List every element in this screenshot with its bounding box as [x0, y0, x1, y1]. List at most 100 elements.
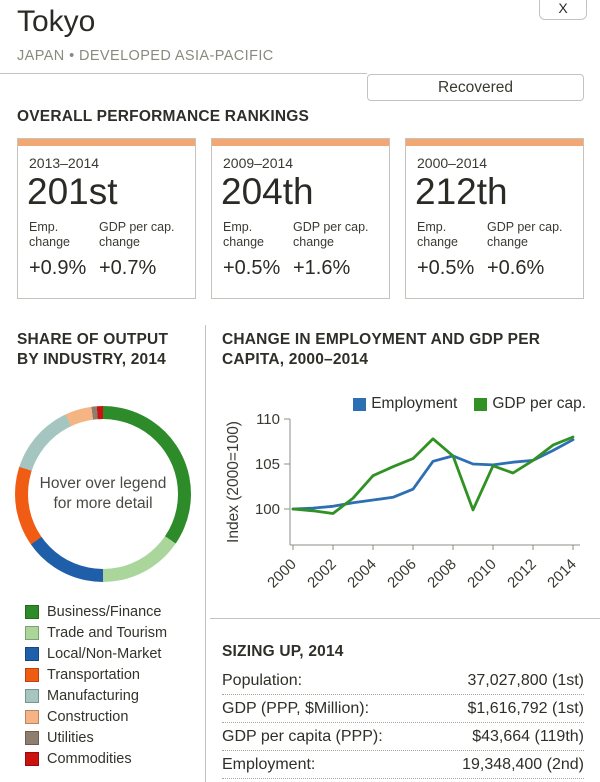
- sizing-label: GDP per capita (PPP):: [222, 728, 383, 745]
- legend-label: Commodities: [47, 750, 132, 767]
- donut-hole: [28, 419, 178, 569]
- emp-change-value: +0.5%: [223, 256, 281, 279]
- legend-label: Construction: [47, 708, 129, 725]
- legend-label: Trade and Tourism: [47, 624, 168, 641]
- legend-label: Transportation: [47, 666, 140, 683]
- svg-text:110: 110: [256, 411, 280, 428]
- industry-legend-item[interactable]: Trade and Tourism: [25, 622, 167, 643]
- share-section-title: SHARE OF OUTPUT BY INDUSTRY, 2014: [17, 331, 169, 369]
- sizing-row: GDP per capita (PPP): $43,664 (119th): [222, 723, 584, 751]
- line-chart-legend: Employment GDP per cap.: [222, 395, 586, 413]
- industry-legend-item[interactable]: Commodities: [25, 748, 167, 769]
- sizing-label: Population:: [222, 672, 303, 689]
- sizing-label: GDP (PPP, $Million):: [222, 700, 370, 717]
- legend-swatch: [25, 625, 39, 640]
- sizing-row: Employment: 19,348,400 (2nd): [222, 751, 584, 779]
- close-icon: X: [558, 0, 568, 16]
- card-accent-bar: [406, 139, 583, 146]
- legend-swatch: [25, 604, 39, 619]
- chart-legend-item: Employment: [353, 395, 457, 413]
- industry-legend-item[interactable]: Utilities: [25, 727, 167, 748]
- legend-label: Utilities: [47, 729, 94, 746]
- svg-text:2002: 2002: [304, 556, 340, 592]
- svg-text:2006: 2006: [384, 556, 420, 592]
- chart-legend-item: GDP per cap.: [474, 395, 586, 413]
- svg-text:2014: 2014: [544, 556, 580, 592]
- emp-change-label: Emp. change: [223, 219, 265, 249]
- right-column-divider: [210, 618, 600, 619]
- industry-legend-item[interactable]: Local/Non-Market: [25, 643, 167, 664]
- industry-legend: Business/Finance Trade and Tourism Local/N…: [25, 601, 167, 769]
- industry-donut-chart: Hover over legend for more detail: [15, 406, 191, 582]
- close-button[interactable]: X: [539, 0, 587, 20]
- legend-label: Local/Non-Market: [47, 645, 162, 662]
- sizing-section-title: SIZING UP, 2014: [222, 643, 344, 660]
- gdp-change-value: +0.6%: [487, 256, 545, 279]
- industry-legend-item[interactable]: Business/Finance: [25, 601, 167, 622]
- svg-text:2008: 2008: [424, 556, 460, 592]
- card-rank: 212th: [415, 171, 508, 212]
- legend-swatch: [25, 667, 39, 682]
- ranking-card: 2013–2014 201st Emp. change GDP per cap. ch…: [17, 138, 196, 299]
- page-title: Tokyo: [17, 5, 96, 38]
- rankings-section-title: OVERALL PERFORMANCE RANKINGS: [17, 108, 310, 125]
- series-label: GDP per cap.: [492, 395, 586, 412]
- line-chart-section-title: CHANGE IN EMPLOYMENT AND GDP PER CAPITA,…: [222, 331, 541, 369]
- card-metrics: Emp. change GDP per cap. change +0.9% +0.7%: [29, 220, 195, 280]
- legend-label: Business/Finance: [47, 603, 162, 620]
- card-period: 2013–2014: [29, 155, 100, 171]
- sizing-value: 37,027,800 (1st): [467, 672, 584, 689]
- svg-text:105: 105: [255, 456, 280, 473]
- page-subtitle: JAPAN • DEVELOPED ASIA-PACIFIC: [17, 48, 274, 64]
- legend-swatch: [25, 709, 39, 724]
- card-metrics: Emp. change GDP per cap. change +0.5% +1.6%: [223, 220, 389, 280]
- sizing-value: 19,348,400 (2nd): [462, 756, 584, 773]
- ranking-cards: 2013–2014 201st Emp. change GDP per cap. ch…: [17, 138, 584, 299]
- sizing-row: GDP (PPP, $Million): $1,616,792 (1st): [222, 695, 584, 723]
- svg-text:100: 100: [255, 501, 280, 518]
- industry-legend-item[interactable]: Construction: [25, 706, 167, 727]
- svg-text:2010: 2010: [464, 556, 500, 592]
- card-rank: 201st: [27, 171, 118, 212]
- svg-text:2000: 2000: [264, 556, 300, 592]
- card-accent-bar: [212, 139, 389, 146]
- employment-gdp-line-chart: 100 105 110 2000 2002 2004 2006 2008 2010 2012 201…: [225, 411, 580, 592]
- svg-text:Index (2000=100): Index (2000=100): [225, 421, 242, 543]
- emp-change-label: Emp. change: [29, 219, 71, 249]
- recovery-status-label: Recovered: [438, 78, 513, 96]
- legend-label: Manufacturing: [47, 687, 139, 704]
- legend-swatch: [25, 688, 39, 703]
- gdp-change-label: GDP per cap. change: [293, 219, 369, 249]
- industry-legend-item[interactable]: Transportation: [25, 664, 167, 685]
- gdp-change-label: GDP per cap. change: [99, 219, 175, 249]
- recovery-status-button[interactable]: Recovered: [367, 74, 584, 101]
- series-label: Employment: [371, 395, 458, 412]
- card-metrics: Emp. change GDP per cap. change +0.5% +0.6%: [417, 220, 583, 280]
- card-period: 2000–2014: [417, 155, 488, 171]
- emp-change-label: Emp. change: [417, 219, 459, 249]
- gdp-change-value: +0.7%: [99, 256, 157, 279]
- sizing-value: $43,664 (119th): [472, 728, 584, 745]
- gdp-change-label: GDP per cap. change: [487, 219, 563, 249]
- series-swatch: [353, 397, 367, 411]
- sizing-table: Population: 37,027,800 (1st) GDP (PPP, $Mi…: [222, 667, 584, 779]
- donut-center-note: Hover over legend for more detail: [39, 474, 167, 512]
- card-accent-bar: [18, 139, 195, 146]
- gdp-change-value: +1.6%: [293, 256, 351, 279]
- legend-swatch: [25, 646, 39, 661]
- column-divider: [205, 325, 206, 782]
- series-swatch: [474, 397, 488, 411]
- card-rank: 204th: [221, 171, 314, 212]
- sizing-row: Population: 37,027,800 (1st): [222, 667, 584, 695]
- emp-change-value: +0.5%: [417, 256, 475, 279]
- legend-swatch: [25, 751, 39, 766]
- industry-legend-item[interactable]: Manufacturing: [25, 685, 167, 706]
- card-period: 2009–2014: [223, 155, 294, 171]
- svg-text:2012: 2012: [504, 556, 540, 592]
- legend-swatch: [25, 730, 39, 745]
- svg-text:2004: 2004: [344, 556, 380, 592]
- ranking-card: 2009–2014 204th Emp. change GDP per cap. ch…: [211, 138, 390, 299]
- emp-change-value: +0.9%: [29, 256, 87, 279]
- header-divider: [0, 73, 367, 74]
